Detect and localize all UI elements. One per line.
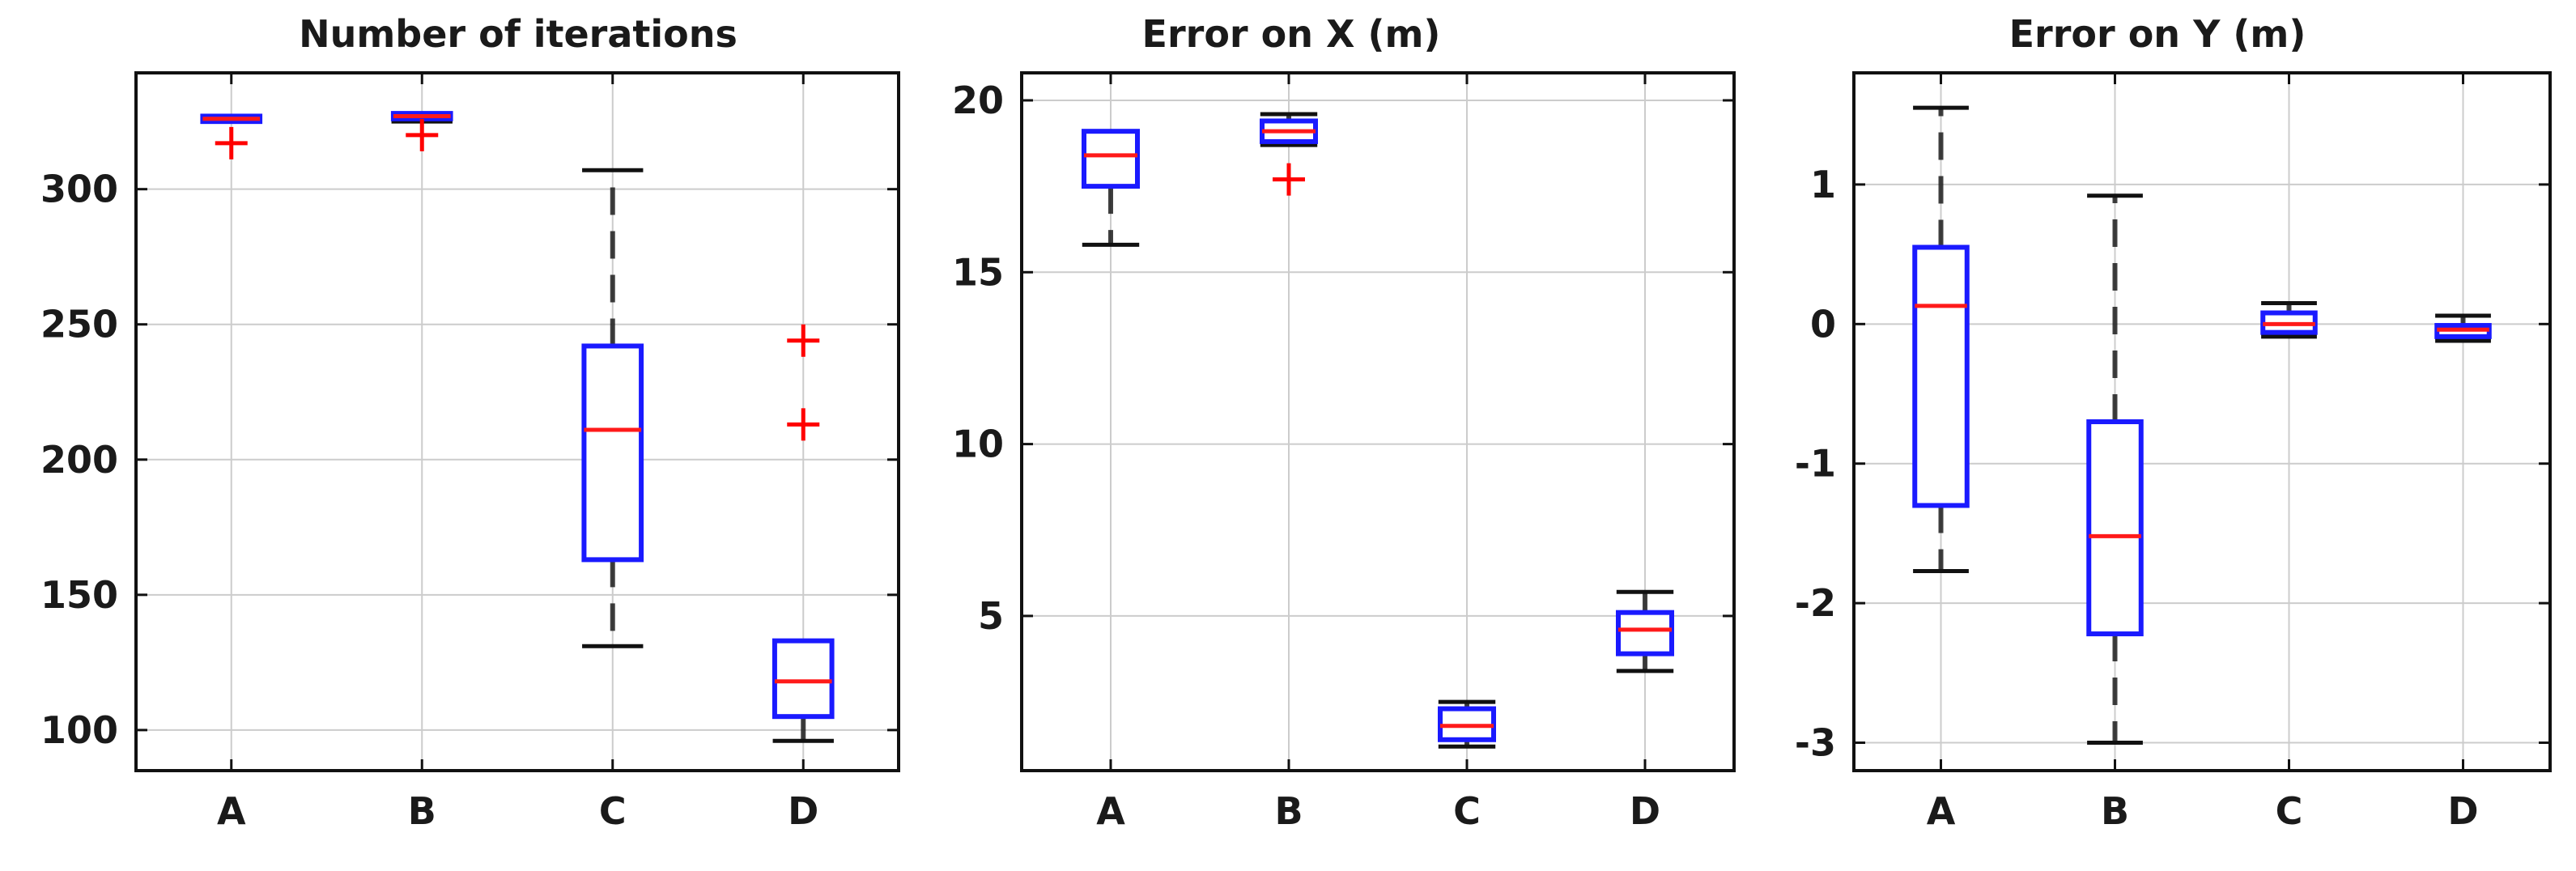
panel-title: Error on Y (m) xyxy=(2009,12,2306,56)
xtick-label: C xyxy=(1453,789,1481,833)
xtick-label: A xyxy=(1927,789,1956,833)
xtick-label: B xyxy=(1274,789,1303,833)
xtick-label: A xyxy=(217,789,246,833)
ytick-label: 15 xyxy=(952,250,1004,294)
box-D xyxy=(772,638,835,720)
panel-iterations: Number of iterations 100 150 200 250 300 A B C D xyxy=(40,12,900,833)
ytick-label: 300 xyxy=(40,168,118,211)
axes-frame xyxy=(1020,71,1736,772)
xtick-label: C xyxy=(599,789,627,833)
outlier-marker xyxy=(406,118,439,151)
outlier-marker xyxy=(787,324,820,357)
axes-frame xyxy=(134,71,900,772)
ytick-label: 200 xyxy=(40,438,118,482)
xtick-label: D xyxy=(788,789,818,833)
outlier-marker xyxy=(215,126,248,159)
ytick-label: 250 xyxy=(40,303,118,346)
panel-title: Error on X (m) xyxy=(1142,12,1441,56)
box-B xyxy=(2086,419,2144,637)
ytick-label: 100 xyxy=(40,708,118,752)
ytick-label: -1 xyxy=(1795,442,1836,486)
xtick-label: A xyxy=(1096,789,1125,833)
panel-error-y: Error on Y (m) -3 -2 -1 0 1 A B C D xyxy=(1795,12,2552,833)
xtick-label: B xyxy=(2101,789,2129,833)
panel-title: Number of iterations xyxy=(299,12,738,56)
ytick-label: 20 xyxy=(952,79,1004,122)
panel-error-x: Error on X (m) 5 10 15 20 A B C D xyxy=(952,12,1736,833)
xtick-label: D xyxy=(2447,789,2478,833)
box-C xyxy=(581,343,644,563)
box-D xyxy=(1616,610,1674,656)
ytick-label: 0 xyxy=(1810,302,1836,346)
ytick-label: -2 xyxy=(1795,581,1836,625)
ytick-label: 5 xyxy=(978,594,1004,638)
ytick-label: 150 xyxy=(40,573,118,617)
outlier-marker xyxy=(787,408,820,441)
outlier-marker xyxy=(1273,163,1305,196)
xtick-label: D xyxy=(1630,789,1660,833)
axes-frame xyxy=(1852,71,2552,772)
ytick-label: -3 xyxy=(1795,721,1836,765)
xtick-label: C xyxy=(2276,789,2303,833)
xtick-label: B xyxy=(408,789,436,833)
box-A xyxy=(1082,129,1140,189)
box-A xyxy=(1912,244,1970,508)
ytick-label: 10 xyxy=(952,423,1004,466)
ytick-label: 1 xyxy=(1810,163,1836,206)
